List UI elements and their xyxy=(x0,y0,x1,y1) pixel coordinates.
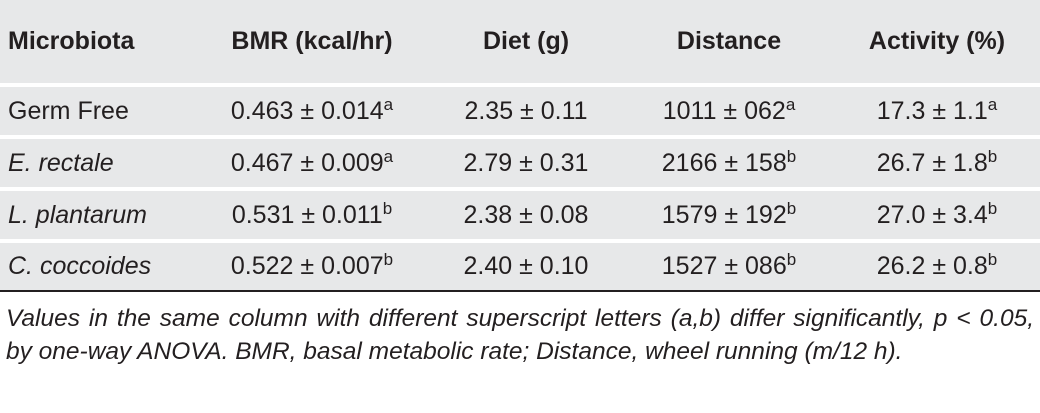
significance-sup: b xyxy=(786,250,797,269)
significance-sup: a xyxy=(987,94,998,114)
cell-diet: 2.79 ± 0.31 xyxy=(463,148,589,177)
cell-microbiota: C. coccoides xyxy=(0,243,196,292)
table-body: Germ Free 0.463 ± 0.014a 2.35 ± 0.11 101… xyxy=(0,83,1040,292)
table-row: E. rectale 0.467 ± 0.009a 2.79 ± 0.31 21… xyxy=(0,139,1040,187)
cell-bmr: 0.463 ± 0.014a xyxy=(230,94,394,125)
table-header-row: Microbiota BMR (kcal/hr) Diet (g) Distan… xyxy=(0,0,1040,83)
results-table: Microbiota BMR (kcal/hr) Diet (g) Distan… xyxy=(0,0,1040,292)
header-activity: Activity (%) xyxy=(868,27,1006,55)
table-row: L. plantarum 0.531 ± 0.011b 2.38 ± 0.08 … xyxy=(0,191,1040,239)
cell-microbiota: L. plantarum xyxy=(8,200,147,229)
cell-diet: 2.40 ± 0.10 xyxy=(428,243,624,292)
significance-sup: a xyxy=(785,94,796,114)
table-row: Germ Free 0.463 ± 0.014a 2.35 ± 0.11 101… xyxy=(0,87,1040,135)
cell-bmr: 0.522 ± 0.007b xyxy=(196,243,428,292)
significance-sup: b xyxy=(786,146,797,166)
cell-diet: 2.38 ± 0.08 xyxy=(463,200,589,229)
significance-sup: a xyxy=(383,94,394,114)
table-footnote: Values in the same column with different… xyxy=(6,305,1034,365)
cell-distance: 1011 ± 062a xyxy=(662,94,796,125)
cell-bmr: 0.467 ± 0.009a xyxy=(230,146,394,177)
cell-distance: 1579 ± 192b xyxy=(661,198,797,229)
cell-diet: 2.35 ± 0.11 xyxy=(464,96,588,125)
cell-activity: 26.2 ± 0.8b xyxy=(834,243,1040,292)
header-bmr: BMR (kcal/hr) xyxy=(231,27,393,55)
cell-activity: 17.3 ± 1.1a xyxy=(876,94,998,125)
significance-sup: b xyxy=(383,250,394,269)
significance-sup: b xyxy=(987,198,998,218)
significance-sup: b xyxy=(987,146,998,166)
significance-sup: b xyxy=(382,198,393,218)
cell-microbiota: E. rectale xyxy=(8,148,114,177)
significance-sup: a xyxy=(383,146,394,166)
header-distance: Distance xyxy=(676,27,782,55)
cell-activity: 27.0 ± 3.4b xyxy=(876,198,998,229)
table-row: C. coccoides 0.522 ± 0.007b 2.40 ± 0.10 … xyxy=(0,243,1040,292)
header-microbiota: Microbiota xyxy=(8,27,135,55)
cell-activity: 26.7 ± 1.8b xyxy=(876,146,998,177)
significance-sup: b xyxy=(987,250,998,269)
cell-bmr: 0.531 ± 0.011b xyxy=(231,198,393,229)
cell-distance: 2166 ± 158b xyxy=(661,146,797,177)
header-diet: Diet (g) xyxy=(482,27,570,55)
cell-microbiota: Germ Free xyxy=(8,96,129,125)
cell-distance: 1527 ± 086b xyxy=(624,243,834,292)
significance-sup: b xyxy=(786,198,797,218)
